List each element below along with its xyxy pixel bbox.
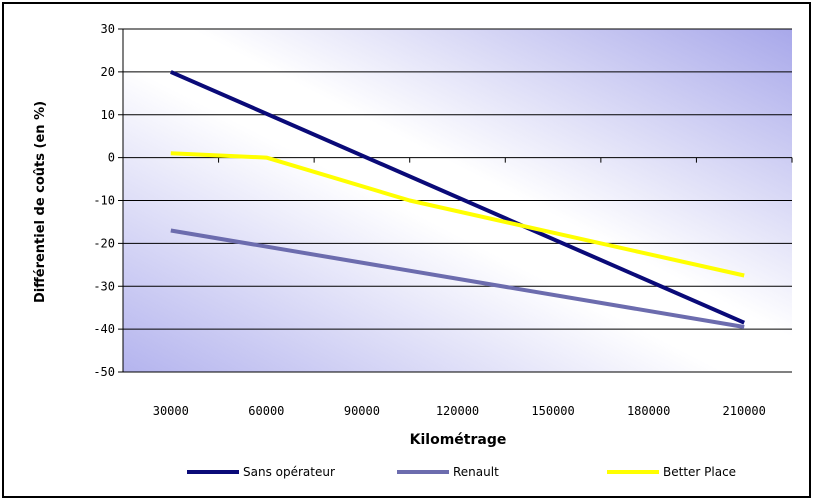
y-tick-label: -50 <box>93 365 115 379</box>
chart-svg: 30 20 10 0 -10 -20 -30 -40 -50 30000 60000 90000 120… <box>33 22 793 479</box>
x-tick-label: 180000 <box>627 404 670 418</box>
legend-label: Better Place <box>663 465 736 479</box>
y-tick-label: -10 <box>93 194 115 208</box>
y-tick-label: -30 <box>93 279 115 293</box>
y-tick-label: 0 <box>108 151 115 165</box>
y-axis-title: Différentiel de coûts (en %) <box>33 101 48 303</box>
x-axis-title: Kilométrage <box>410 432 507 448</box>
tick-labels: 30 20 10 0 -10 -20 -30 -40 -50 30000 60000 90000 120… <box>93 22 766 418</box>
x-tick-label: 210000 <box>723 404 766 418</box>
legend: Sans opérateur Renault Better Place <box>187 465 736 479</box>
x-tick-label: 120000 <box>436 404 479 418</box>
series-line <box>170 151 745 278</box>
series-line <box>170 228 745 329</box>
series-line <box>169 70 746 325</box>
y-tick-label: 30 <box>101 22 115 36</box>
y-tick-label: 20 <box>101 65 115 79</box>
legend-label: Sans opérateur <box>243 465 335 479</box>
x-tick-label: 60000 <box>248 404 284 418</box>
legend-label: Renault <box>453 465 499 479</box>
x-tick-label: 150000 <box>531 404 574 418</box>
y-tick-label: -40 <box>93 322 115 336</box>
y-tick-label: -20 <box>93 236 115 250</box>
axes <box>118 28 793 373</box>
y-tick-label: 10 <box>101 108 115 122</box>
series-lines <box>169 70 746 329</box>
x-tick-label: 90000 <box>344 404 380 418</box>
x-tick-label: 30000 <box>153 404 189 418</box>
